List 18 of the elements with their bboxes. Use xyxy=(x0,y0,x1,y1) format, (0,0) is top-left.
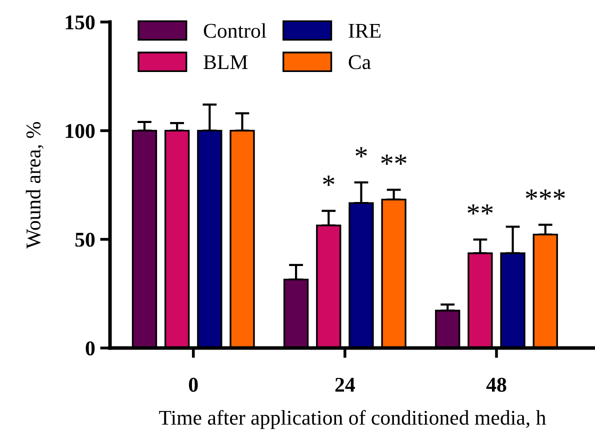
legend-label: Control xyxy=(204,23,266,38)
y-tick-label: 0 xyxy=(86,341,95,356)
x-axis-title: Time after application of conditioned media, h xyxy=(159,410,546,430)
x-tick-label: 0 xyxy=(188,378,198,392)
data-label: ** xyxy=(468,204,493,215)
y-tick-label: 150 xyxy=(66,15,95,30)
legend-label: BLM xyxy=(204,55,248,70)
y-tick-label: 100 xyxy=(66,124,95,138)
legend-label: Ca xyxy=(348,55,371,70)
y-axis-title: Wound area, % xyxy=(26,122,44,249)
data-label: * xyxy=(323,176,334,186)
legend-label: IRE xyxy=(348,24,380,38)
data-label: *** xyxy=(526,190,565,200)
x-tick-label: 48 xyxy=(486,378,506,392)
data-label: ** xyxy=(381,154,406,165)
data-label: * xyxy=(356,147,367,158)
y-tick-label: 50 xyxy=(75,232,95,247)
x-tick-label: 24 xyxy=(335,378,355,392)
